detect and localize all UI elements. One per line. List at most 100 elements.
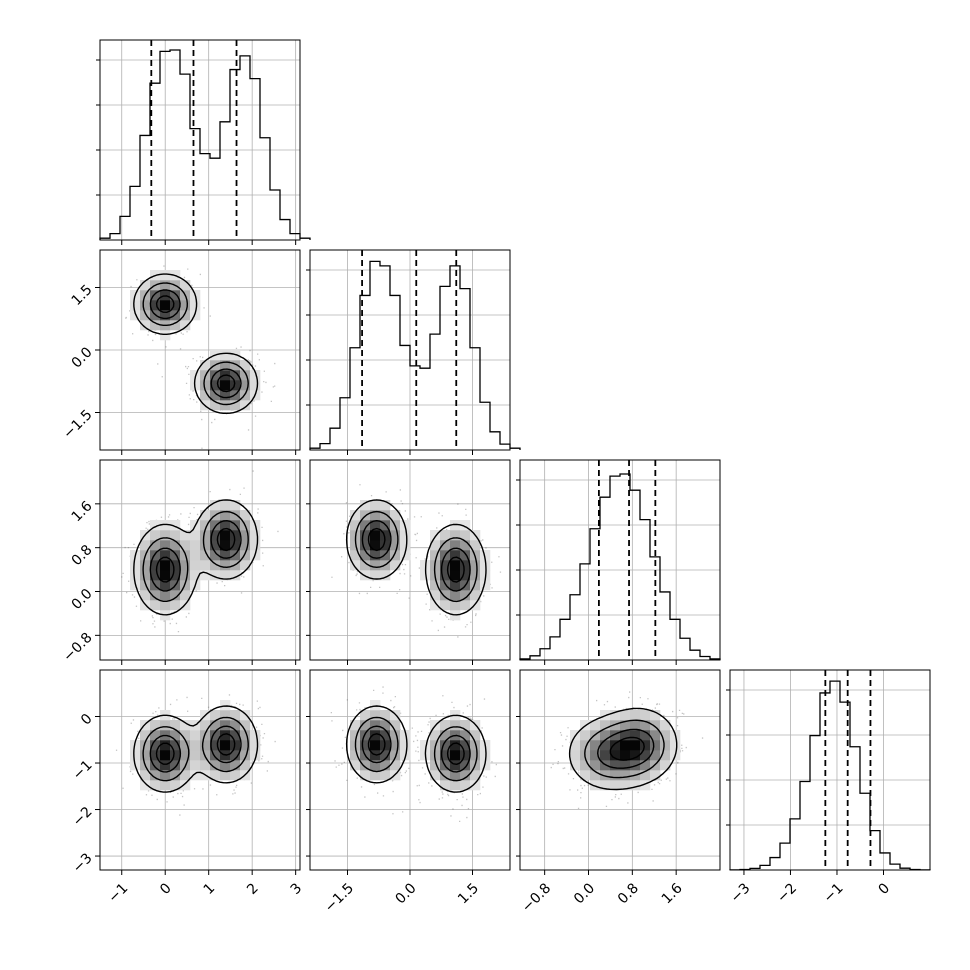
y-tick-label: 1.6: [69, 498, 96, 525]
density-cell: [650, 710, 661, 721]
density-cell: [210, 520, 221, 531]
density-cell: [440, 780, 451, 791]
density-cell: [150, 540, 161, 551]
contour-level-3: [149, 520, 242, 592]
density-cell: [230, 370, 241, 381]
density-cell: [360, 720, 371, 731]
density-cell: [200, 570, 211, 581]
density-cell: [220, 530, 231, 541]
density-cell: [470, 570, 481, 581]
density-cell: [350, 730, 361, 741]
density-cell: [460, 760, 471, 771]
density-cell: [360, 530, 371, 541]
density-cell: [450, 750, 461, 761]
density-cell: [440, 530, 451, 541]
density-cell: [460, 600, 471, 611]
density-cell: [130, 570, 141, 581]
contour-level-1: [133, 705, 259, 793]
density-cell: [640, 730, 651, 741]
density-cell: [640, 750, 651, 761]
density-cell: [150, 770, 161, 781]
density-cell: [190, 540, 201, 551]
density-cell: [180, 530, 191, 541]
density-cell: [230, 500, 241, 511]
x-tick-label: −3: [728, 880, 754, 906]
density-cell: [650, 770, 661, 781]
density-cell: [460, 590, 471, 601]
density-cell: [160, 580, 171, 591]
contour-level-4: [155, 733, 236, 765]
contour-level-2: [142, 716, 249, 782]
density-cell: [160, 770, 171, 781]
density-cell: [200, 390, 211, 401]
density-cell: [600, 720, 611, 731]
density-cell: [230, 380, 241, 391]
histogram-panel-2: [306, 249, 521, 451]
density-cell: [200, 380, 211, 391]
density-cell: [210, 730, 221, 741]
x-tick-label: 0.0: [393, 880, 420, 907]
density-cell: [640, 710, 651, 721]
contour-level-4: [155, 527, 236, 583]
panel-content: [100, 460, 300, 660]
x-tick-label: 0: [157, 880, 175, 898]
density-cell: [480, 550, 491, 561]
density-cell: [150, 560, 161, 571]
density-cell: [250, 730, 261, 741]
density-cell: [380, 770, 391, 781]
density-cell: [450, 770, 461, 781]
density-cell: [350, 750, 361, 761]
density-cell: [210, 720, 221, 731]
density-cell: [180, 750, 191, 761]
density-cell: [190, 740, 201, 751]
density-cell: [360, 760, 371, 771]
density-cell: [570, 750, 581, 761]
density-cell: [470, 560, 481, 571]
density-cell: [240, 510, 251, 521]
density-cell: [380, 570, 391, 581]
density-cell: [440, 560, 451, 571]
x-tick-label: 3: [288, 880, 306, 898]
density-cell: [180, 720, 191, 731]
y-tick-label: −0.8: [60, 630, 95, 665]
density-cell: [400, 540, 411, 551]
x-tick-label: 0.0: [571, 880, 598, 907]
density-cell: [450, 590, 461, 601]
density-cell: [140, 570, 151, 581]
density-cell: [170, 530, 181, 541]
density-cell: [190, 760, 201, 771]
density-cell: [180, 560, 191, 571]
density-cell: [380, 730, 391, 741]
density-cell: [590, 780, 601, 791]
density-cell: [240, 550, 251, 561]
panel-frame: [99, 39, 301, 241]
density-cell: [160, 570, 171, 581]
density-cell: [620, 740, 631, 751]
density-cell: [150, 740, 161, 751]
density-cell: [620, 770, 631, 781]
density-cell: [380, 720, 391, 731]
density-cell: [650, 740, 661, 751]
density-cell: [200, 510, 211, 521]
density-cell: [620, 730, 631, 741]
density-cell: [170, 560, 181, 571]
density-cell: [160, 600, 171, 611]
density-cell: [600, 770, 611, 781]
density-cell: [220, 380, 231, 391]
density-cell: [460, 750, 471, 761]
scatter-points: [330, 686, 497, 822]
density-cell: [230, 720, 241, 731]
y-tick-label: −1: [70, 757, 96, 783]
panel-content: [100, 670, 300, 870]
density-cell: [200, 550, 211, 561]
density-cell: [460, 780, 471, 791]
density-cell: [600, 750, 611, 761]
density-cell: [160, 750, 171, 761]
density-cell: [170, 300, 181, 311]
x-tick-label: −1.5: [322, 880, 357, 915]
density-cell: [440, 750, 451, 761]
density-cell: [160, 280, 171, 291]
density-cell: [150, 750, 161, 761]
y-tick-label: 0.0: [69, 586, 96, 613]
